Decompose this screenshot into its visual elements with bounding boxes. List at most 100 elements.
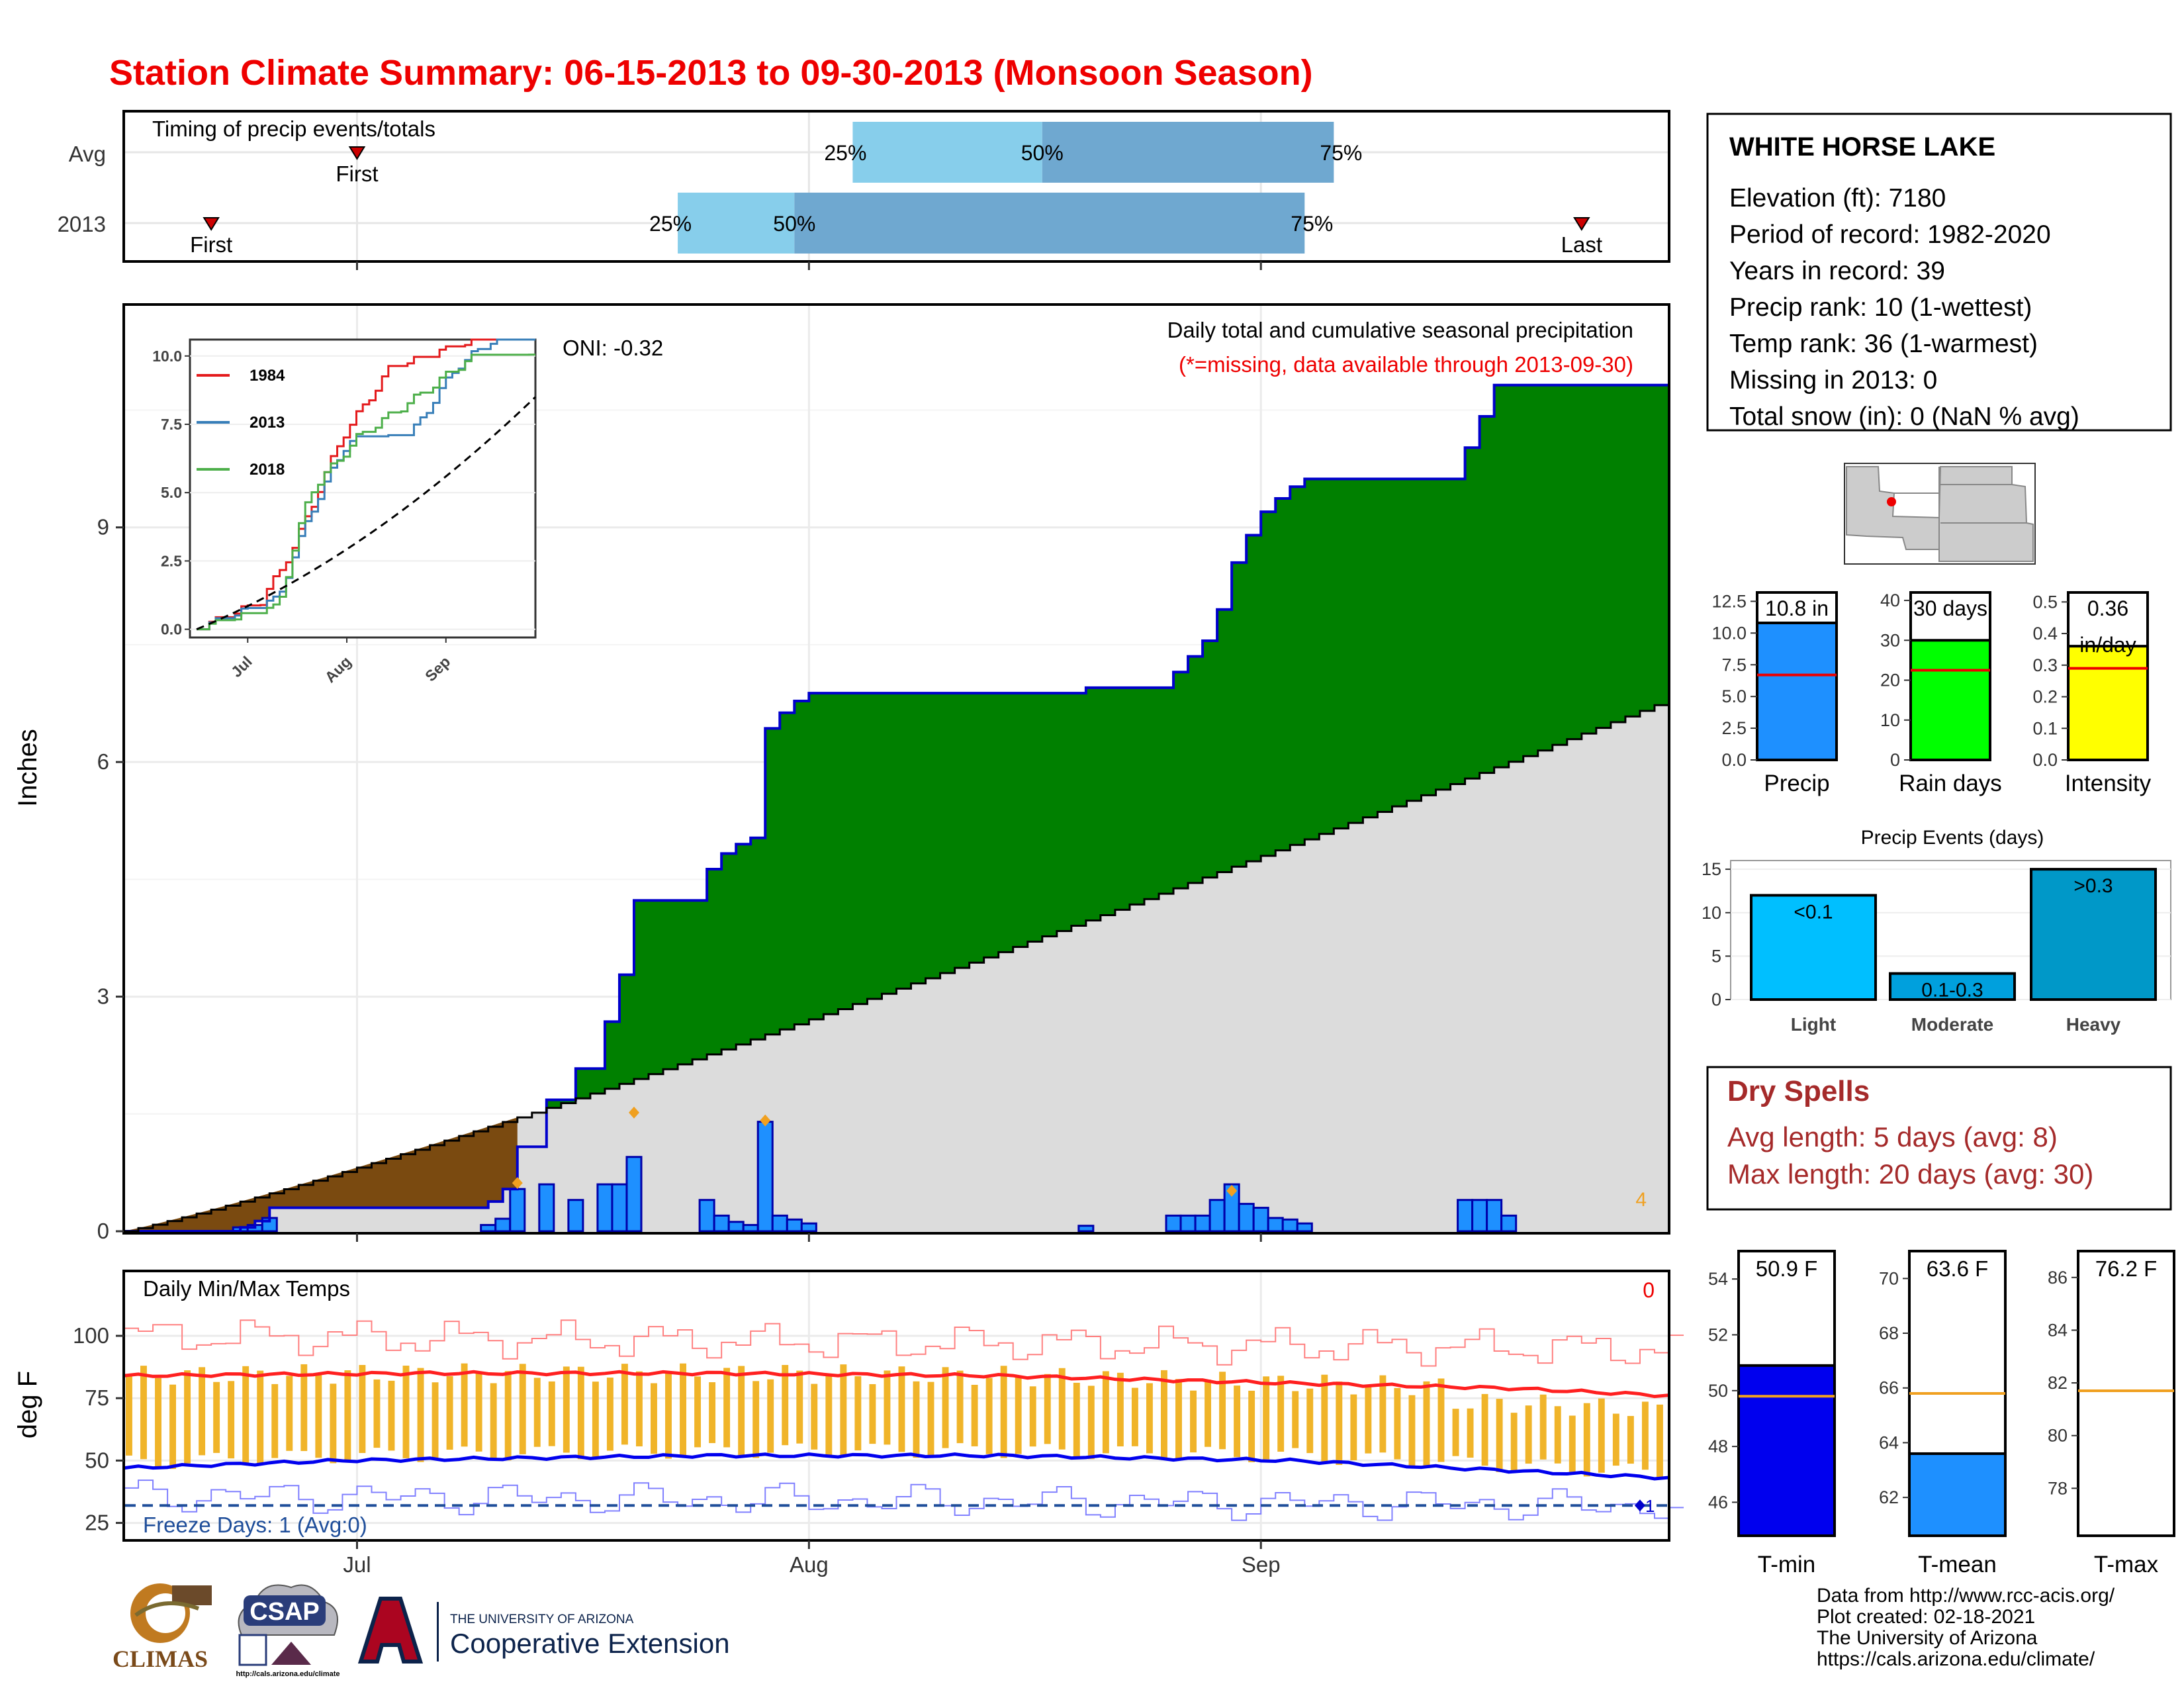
temp-ytick-100: 100 [73, 1323, 109, 1348]
daily-temp-range-bar [1612, 1413, 1619, 1466]
daily-temp-range-bar [1205, 1380, 1212, 1447]
precip-ytick-0: 0 [97, 1219, 109, 1243]
inset-ytick: 0.0 [161, 621, 182, 638]
daily-temp-range-bar [767, 1379, 774, 1453]
daily-temp-range-bar [490, 1383, 497, 1459]
temp-bar-ytick: 78 [2048, 1478, 2068, 1498]
daily-temp-range-bar [621, 1364, 628, 1445]
daily-temp-range-bar [592, 1382, 599, 1458]
daily-temp-range-bar [869, 1383, 876, 1444]
timing-first-marker-Avg [348, 146, 366, 160]
temp-ytick-75: 75 [85, 1385, 109, 1410]
daily-temp-range-bar [782, 1365, 789, 1446]
climas-text: CLIMAS [113, 1646, 208, 1672]
mini-bar-value-label-Intensity: 0.36 [2087, 596, 2128, 620]
footer-line-2: Plot created: 02-18-2021 [1817, 1606, 2035, 1628]
csap-text: CSAP [250, 1598, 320, 1626]
timing-row-avg-label: Avg [69, 142, 106, 166]
daily-precip-bar [567, 1199, 584, 1233]
daily-precip-bar [756, 1121, 774, 1233]
daily-temp-range-bar [1467, 1408, 1474, 1458]
csap-logo: CSAP http://cals.arizona.edu/climate [236, 1584, 340, 1678]
daily-temp-range-bar [417, 1368, 424, 1462]
daily-temp-range-bar [985, 1378, 993, 1454]
timing-p75-Avg: 75% [1320, 141, 1362, 165]
inset-legend-2018: 2018 [250, 461, 285, 479]
daily-temp-range-bar [344, 1370, 351, 1461]
events-title: Precip Events (days) [1861, 827, 2044, 849]
events-xtick-Light: Light [1791, 1014, 1836, 1035]
mini-bar-ytick: 20 [1880, 671, 1900, 690]
daily-precip-bar [625, 1156, 643, 1233]
daily-temp-range-bar [446, 1376, 453, 1450]
daily-temp-range-bar [504, 1371, 512, 1461]
daily-precip-bar [1194, 1214, 1211, 1233]
daily-temp-range-bar [1219, 1372, 1226, 1450]
station-line-7: Total snow (in): 0 (NaN % avg) [1729, 402, 2079, 431]
daily-temp-range-bar [286, 1376, 293, 1451]
xtick-Aug: Aug [790, 1552, 829, 1577]
daily-temp-range-bar [577, 1366, 584, 1460]
temp-bar-name-T-mean: T-mean [1918, 1552, 1997, 1577]
precip-deficit-area [124, 1117, 518, 1231]
footer-line-4: https://cals.arizona.edu/climate/ [1817, 1648, 2095, 1670]
daily-temp-range-bar [373, 1379, 381, 1448]
inset-legend-2013: 2013 [250, 414, 285, 432]
mini-bar-value-Rain days [1909, 639, 1991, 761]
daily-temp-range-bar [169, 1384, 176, 1470]
temp-bar-value-T-mean [1908, 1452, 2007, 1537]
daily-temp-range-bar [971, 1385, 978, 1446]
cumulative-2013-line [124, 383, 1669, 1233]
daily-precip-bar [494, 1217, 512, 1233]
temp-corner-number: 0 [1643, 1278, 1655, 1302]
footer-line-3: The University of Arizona [1817, 1627, 2038, 1649]
mini-bar-value-Intensity [2067, 645, 2149, 761]
daily-temp-range-bar [1350, 1394, 1357, 1460]
mini-bar-ytick: 30 [1880, 630, 1900, 650]
precip-marker-diamond [628, 1106, 639, 1119]
daily-temp-range-bar [1641, 1401, 1649, 1470]
mini-bar-ytick: 5.0 [1721, 686, 1747, 706]
events-xtick-Heavy: Heavy [2066, 1014, 2121, 1035]
daily-temp-range-bar [723, 1368, 731, 1448]
timing-p50-2013: 50% [773, 212, 815, 236]
timing-first-marker-2013 [203, 217, 220, 231]
timing-bar-50-75-2013 [794, 193, 1305, 254]
precip-ytick-3: 3 [97, 984, 109, 1009]
daily-temp-range-bar [1379, 1375, 1387, 1453]
daily-temp-range-bar [1336, 1382, 1343, 1465]
inset-line-2018 [197, 353, 535, 631]
temp-bar-ytick: 68 [1879, 1323, 1899, 1343]
temp-bar-frame-2 [2077, 1250, 2175, 1537]
temp-summary-bars: 46 48 50 52 54 50.9 F T-min 62 64 66 68 70 63.6 F T-m… [1708, 1250, 2175, 1577]
station-name: WHITE HORSE LAKE [1729, 132, 1995, 162]
mini-bar-ytick: 7.5 [1721, 655, 1747, 675]
daily-precip-bar [771, 1214, 788, 1233]
precip-ylabel: Inches [13, 729, 42, 807]
daily-temp-range-bar [1087, 1385, 1095, 1460]
daily-precip-bar [1281, 1218, 1298, 1233]
mini-bar-ytick: 0.4 [2032, 624, 2058, 643]
daily-temp-range-bar [840, 1364, 847, 1458]
daily-temp-range-bar [665, 1372, 672, 1459]
mini-bar-ytick: 10.0 [1711, 623, 1747, 643]
daily-temp-range-bar [1015, 1376, 1022, 1454]
daily-temp-range-bar [300, 1364, 308, 1452]
daily-temp-range-bar [1452, 1409, 1459, 1456]
footer-line-1: Data from http://www.rcc-acis.org/ [1817, 1585, 2115, 1607]
figure-title: Station Climate Summary: 06-15-2013 to 0… [109, 53, 1313, 93]
daily-temp-range-bar [1000, 1366, 1007, 1458]
daily-temp-range-bar [1423, 1381, 1430, 1468]
daily-temp-range-bar [709, 1382, 716, 1444]
daily-temp-range-bar [1539, 1394, 1547, 1460]
temp-ytick-25: 25 [85, 1511, 109, 1535]
mini-bar-value-label2-Intensity: in/day [2079, 633, 2136, 657]
avg-min-temp-line [123, 1452, 1670, 1481]
xtick-Sep: Sep [1242, 1552, 1281, 1577]
timing-p50-Avg: 50% [1021, 141, 1064, 165]
inset-line-1984 [197, 338, 535, 631]
temp-bar-ytick: 66 [1879, 1378, 1899, 1398]
precip-marker-diamond [760, 1114, 771, 1127]
daily-temp-range-bar [1029, 1386, 1036, 1447]
events-bar-Heavy [2030, 868, 2157, 1001]
